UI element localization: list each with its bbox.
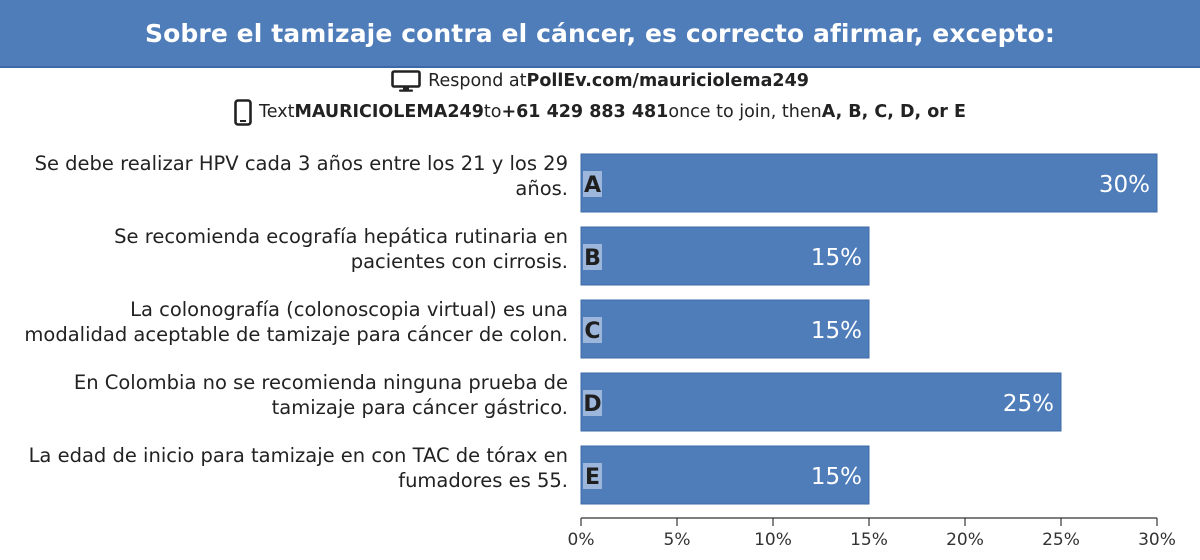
option-label-line: pacientes con cirrosis.	[350, 250, 568, 273]
x-tick-label: 5%	[664, 530, 691, 550]
option-label-line: Se recomienda ecografía hepática rutinar…	[114, 225, 568, 248]
bar	[580, 153, 1158, 213]
bar-value-label: 15%	[811, 318, 862, 344]
option-letter: A	[584, 173, 601, 198]
option-letter: D	[583, 392, 601, 417]
text-instruction: Text MAURICIOLEMA249 to +61 429 883 481 …	[0, 98, 1200, 126]
option-letter: C	[584, 319, 600, 344]
option-label: La edad de inicio para tamizaje en con T…	[8, 443, 568, 493]
respond-instruction: Respond at PollEv.com/mauriciolema249	[0, 68, 1200, 94]
option-letter-box	[583, 390, 602, 416]
join-code: MAURICIOLEMA249	[294, 102, 484, 122]
option-label-line: La colonografía (colonoscopia virtual) e…	[130, 298, 568, 321]
option-label: La colonografía (colonoscopia virtual) e…	[8, 297, 568, 347]
monitor-icon	[391, 70, 421, 92]
text-prefix: Text	[259, 102, 295, 122]
bar	[580, 299, 870, 359]
bar	[580, 372, 1062, 432]
option-letter-box	[583, 171, 602, 197]
poll-title: Sobre el tamizaje contra el cáncer, es c…	[145, 18, 1055, 48]
x-tick-label: 0%	[568, 530, 595, 550]
option-label-line: modalidad aceptable de tamizaje para cán…	[24, 323, 568, 346]
bar-value-label: 15%	[811, 464, 862, 490]
option-label-line: La edad de inicio para tamizaje en con T…	[28, 444, 568, 467]
x-tick-label: 10%	[754, 530, 792, 550]
text-to: to	[483, 102, 502, 122]
option-letter-box	[583, 317, 602, 343]
option-letter-box	[583, 244, 602, 270]
respond-prefix: Respond at	[428, 71, 527, 91]
option-label-line: años.	[515, 177, 568, 200]
option-label-line: Se debe realizar HPV cada 3 años entre l…	[34, 152, 568, 175]
phone-icon	[234, 98, 252, 126]
option-label: Se recomienda ecografía hepática rutinar…	[8, 224, 568, 274]
x-tick-label: 20%	[946, 530, 984, 550]
bar-value-label: 30%	[1099, 172, 1150, 198]
option-letter: E	[585, 465, 600, 490]
poll-header: Sobre el tamizaje contra el cáncer, es c…	[0, 0, 1200, 68]
x-tick-label: 25%	[1042, 530, 1080, 550]
x-tick-label: 15%	[850, 530, 888, 550]
bar-value-label: 15%	[811, 245, 862, 271]
text-mid: once to join, then	[668, 102, 822, 122]
bar	[580, 445, 870, 505]
phone-number: +61 429 883 481	[501, 102, 669, 122]
option-letter-box	[583, 463, 602, 489]
option-label-line: fumadores es 55.	[398, 469, 568, 492]
option-label-line: En Colombia no se recomienda ninguna pru…	[73, 371, 568, 394]
option-label: Se debe realizar HPV cada 3 años entre l…	[8, 151, 568, 201]
bar-value-label: 25%	[1003, 391, 1054, 417]
option-label: En Colombia no se recomienda ninguna pru…	[8, 370, 568, 420]
poll-url-link[interactable]: PollEv.com/mauriciolema249	[526, 71, 809, 91]
option-label-line: tamizaje para cáncer gástrico.	[271, 396, 568, 419]
x-tick-label: 30%	[1138, 530, 1176, 550]
option-letter: B	[584, 246, 601, 271]
bar	[580, 226, 870, 286]
answer-options: A, B, C, D, or E	[821, 102, 966, 122]
